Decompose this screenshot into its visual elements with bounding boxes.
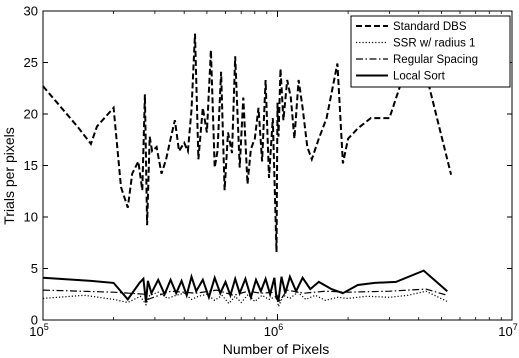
x-tick-label: 106 — [264, 322, 283, 339]
y-tick-label: 30 — [24, 4, 38, 19]
ticks-layer: 0 5 10 15 20 25 30 105 106 107 — [24, 4, 518, 340]
x-tick-label: 107 — [498, 322, 517, 339]
series-line-4 — [42, 269, 448, 303]
x-axis-label: Number of Pixels — [223, 341, 330, 357]
y-tick-label: 10 — [24, 210, 38, 225]
y-tick-label: 0 — [31, 313, 38, 328]
legend-label-1: Standard DBS — [393, 21, 467, 33]
series-layer — [42, 33, 453, 309]
legend-label-3: Regular Spacing — [393, 54, 478, 66]
series-line-3 — [42, 288, 448, 305]
series-line-1 — [42, 33, 453, 253]
series-line-2 — [42, 290, 448, 309]
y-tick-label: 5 — [31, 261, 38, 276]
y-tick-label: 15 — [24, 158, 38, 173]
y-tick-label: 20 — [24, 107, 38, 122]
y-tick-label: 25 — [24, 55, 38, 70]
legend-label-2: SSR w/ radius 1 — [393, 38, 475, 50]
y-axis-label: Trials per pixels — [1, 127, 17, 225]
legend: Standard DBS SSR w/ radius 1 Regular Spaci… — [350, 15, 511, 88]
x-tick-label: 105 — [29, 322, 48, 339]
legend-label-4: Local Sort — [393, 71, 446, 83]
